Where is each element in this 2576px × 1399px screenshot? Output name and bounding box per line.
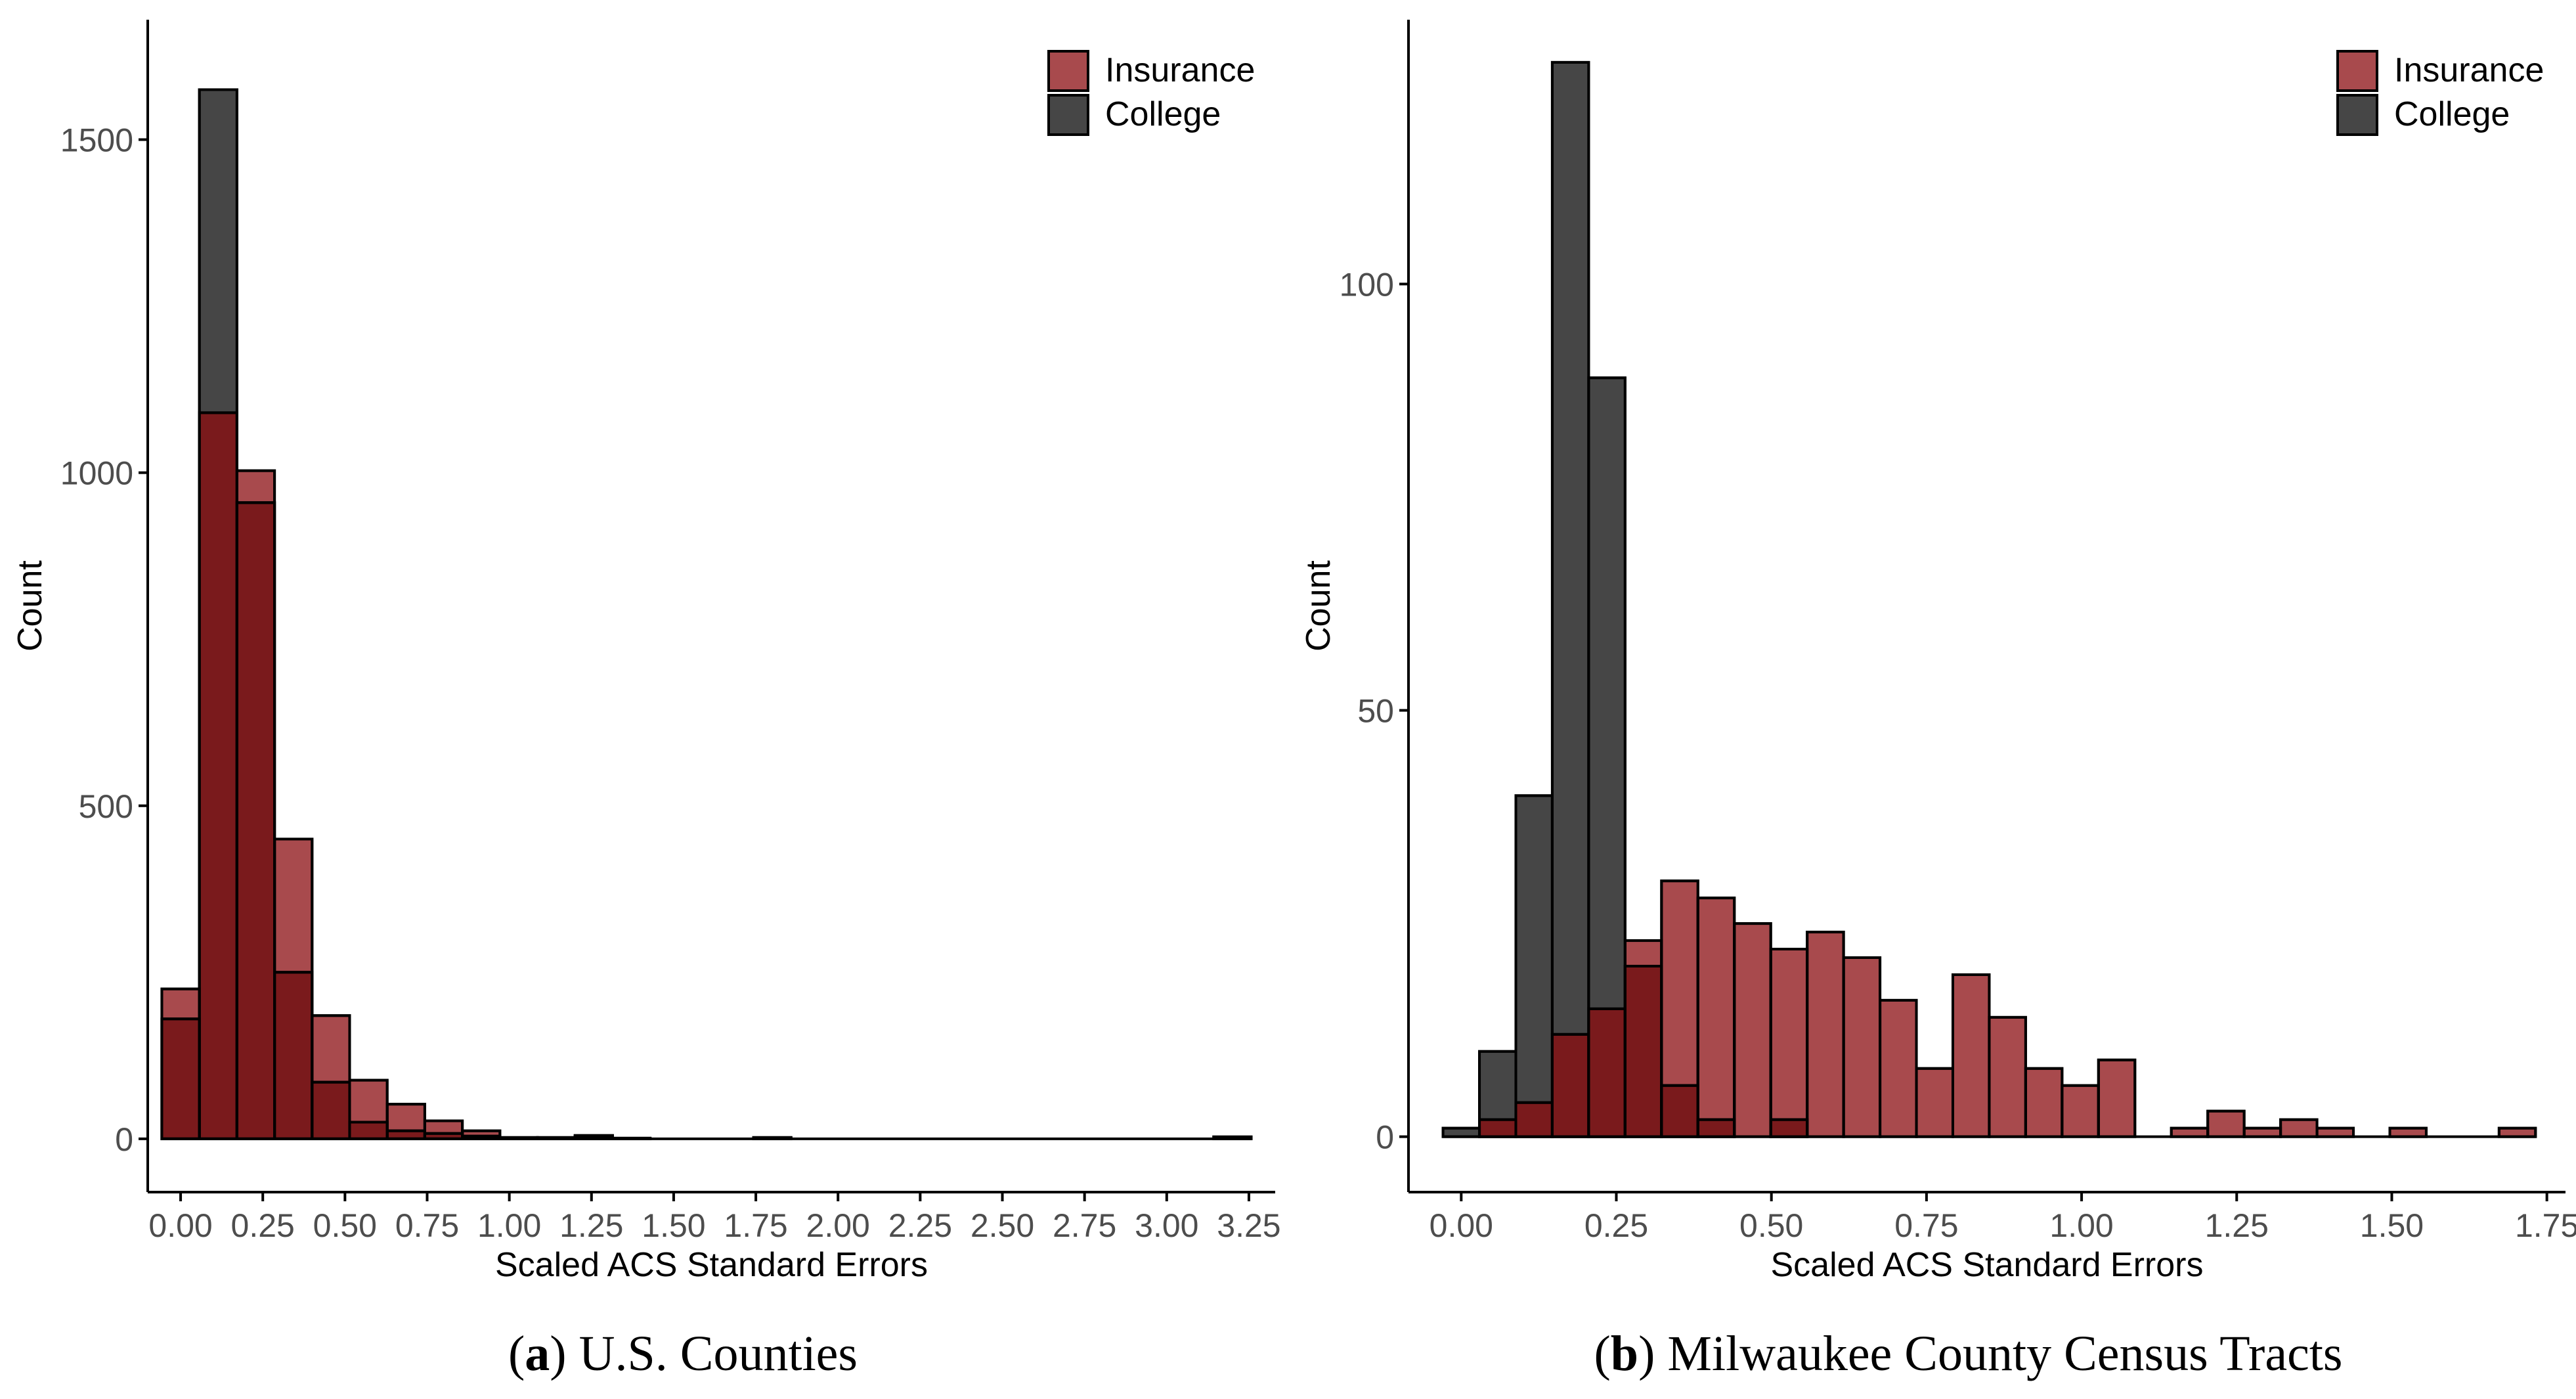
bar-overlap <box>273 971 314 1140</box>
x-axis-title: Scaled ACS Standard Errors <box>495 1246 928 1284</box>
y-tick-label: 1500 <box>60 122 133 159</box>
x-tick-label: 0.50 <box>1739 1207 1803 1244</box>
x-tick-label: 2.25 <box>888 1207 952 1244</box>
legend: Insurance College <box>1047 50 1255 136</box>
bar-overlap <box>1550 1033 1590 1138</box>
bar-insurance <box>2206 1109 2246 1138</box>
x-tick-label: 1.25 <box>559 1207 623 1244</box>
x-tick-label: 1.50 <box>642 1207 705 1244</box>
series-overlap <box>160 411 614 1140</box>
bar-insurance <box>1806 931 1845 1138</box>
y-axis-title: Count <box>11 560 49 652</box>
bar-overlap <box>348 1121 389 1140</box>
bar-overlap <box>1769 1118 1809 1138</box>
bar-overlap <box>1478 1118 1517 1138</box>
legend-swatch-college <box>2336 94 2378 136</box>
legend-label-college: College <box>1105 95 1221 133</box>
x-tick-label: 2.75 <box>1053 1207 1116 1244</box>
bar-outlines <box>160 88 1253 1140</box>
caption-text: U.S. Counties <box>579 1326 858 1381</box>
bar-insurance <box>2024 1067 2064 1138</box>
x-tick-label: 1.75 <box>724 1207 787 1244</box>
legend-swatch-college <box>1047 94 1089 136</box>
bar-insurance <box>1915 1067 1954 1138</box>
y-tick-label: 0 <box>1376 1119 1394 1156</box>
x-tick-label: 0.25 <box>231 1207 295 1244</box>
legend-swatch-insurance <box>1047 50 1089 92</box>
caption-text: Milwaukee County Census Tracts <box>1667 1326 2343 1381</box>
x-tick-label: 1.75 <box>2515 1207 2576 1244</box>
bar-insurance <box>1769 948 1809 1138</box>
bar-insurance <box>1696 897 1736 1138</box>
caption-letter: b <box>1610 1326 1639 1381</box>
x-tick-label: 2.00 <box>806 1207 870 1244</box>
x-tick-label: 2.50 <box>971 1207 1034 1244</box>
caption-b: (b) Milwaukee County Census Tracts <box>1594 1326 2343 1381</box>
x-tick-label: 0.25 <box>1584 1207 1648 1244</box>
x-tick-label: 0.75 <box>395 1207 459 1244</box>
bar-insurance <box>2279 1118 2319 1138</box>
bar-overlap <box>160 1017 201 1140</box>
legend-label-college: College <box>2394 95 2510 133</box>
chart-panel-b: 0 50 100 0.00 0.25 0.50 0.75 1.00 1.25 1.50 1.75 Sc… <box>1288 0 2576 1399</box>
caption-letter: a <box>525 1326 550 1381</box>
x-axis-title: Scaled ACS Standard Errors <box>1771 1246 2204 1284</box>
x-tick-label: 3.25 <box>1217 1207 1280 1244</box>
bar-overlap <box>198 411 238 1140</box>
bar-college <box>1514 794 1554 1138</box>
y-tick-label: 1000 <box>60 455 133 492</box>
legend: Insurance College <box>2336 50 2544 136</box>
bar-insurance <box>1988 1015 2027 1138</box>
histogram-us-counties: 0 500 1000 1500 0.00 0.25 0.50 0.75 1.00 1.25 1.50… <box>11 20 1281 1284</box>
bar-insurance <box>2061 1084 2100 1138</box>
x-tick-label: 1.25 <box>2205 1207 2269 1244</box>
legend-label-insurance: Insurance <box>2394 51 2544 89</box>
x-tick-label: 0.50 <box>313 1207 377 1244</box>
chart-panel-a: 0 500 1000 1500 0.00 0.25 0.50 0.75 1.00 1.25 1.50… <box>0 0 1287 1399</box>
y-tick-label: 500 <box>79 788 133 825</box>
x-tick-label: 0.75 <box>1894 1207 1958 1244</box>
x-tick-label: 3.00 <box>1135 1207 1198 1244</box>
bar-insurance <box>2097 1058 2137 1138</box>
y-tick-label: 0 <box>115 1121 133 1158</box>
bar-overlap <box>1623 964 1663 1138</box>
bar-insurance <box>1879 998 1918 1138</box>
bar-overlap <box>1696 1118 1736 1138</box>
legend-label-insurance: Insurance <box>1105 51 1255 89</box>
bar-overlap <box>1660 1084 1699 1138</box>
x-tick-label: 1.50 <box>2360 1207 2424 1244</box>
bar-insurance <box>1951 973 1991 1138</box>
caption-a: (a) U.S. Counties <box>508 1326 858 1381</box>
x-tick-label: 0.00 <box>1430 1207 1493 1244</box>
bar-college <box>1550 60 1590 1138</box>
x-tick-label: 0.00 <box>148 1207 212 1244</box>
x-tick-label: 1.00 <box>477 1207 541 1244</box>
bar-overlap <box>1587 1007 1626 1138</box>
bar-overlap <box>235 501 276 1140</box>
legend-swatch-insurance <box>2336 50 2378 92</box>
y-tick-label: 100 <box>1340 266 1394 303</box>
y-axis-title: Count <box>1299 560 1338 652</box>
bar-insurance <box>1733 922 1772 1138</box>
series-college <box>160 88 1253 1140</box>
y-tick-label: 50 <box>1357 693 1394 730</box>
bar-overlap <box>311 1080 351 1140</box>
histogram-milwaukee-tracts: 0 50 100 0.00 0.25 0.50 0.75 1.00 1.25 1.50 1.75 Sc… <box>1299 20 2576 1284</box>
x-tick-label: 1.00 <box>2049 1207 2113 1244</box>
bar-insurance <box>1842 956 1882 1138</box>
bar-overlap <box>1514 1101 1554 1138</box>
